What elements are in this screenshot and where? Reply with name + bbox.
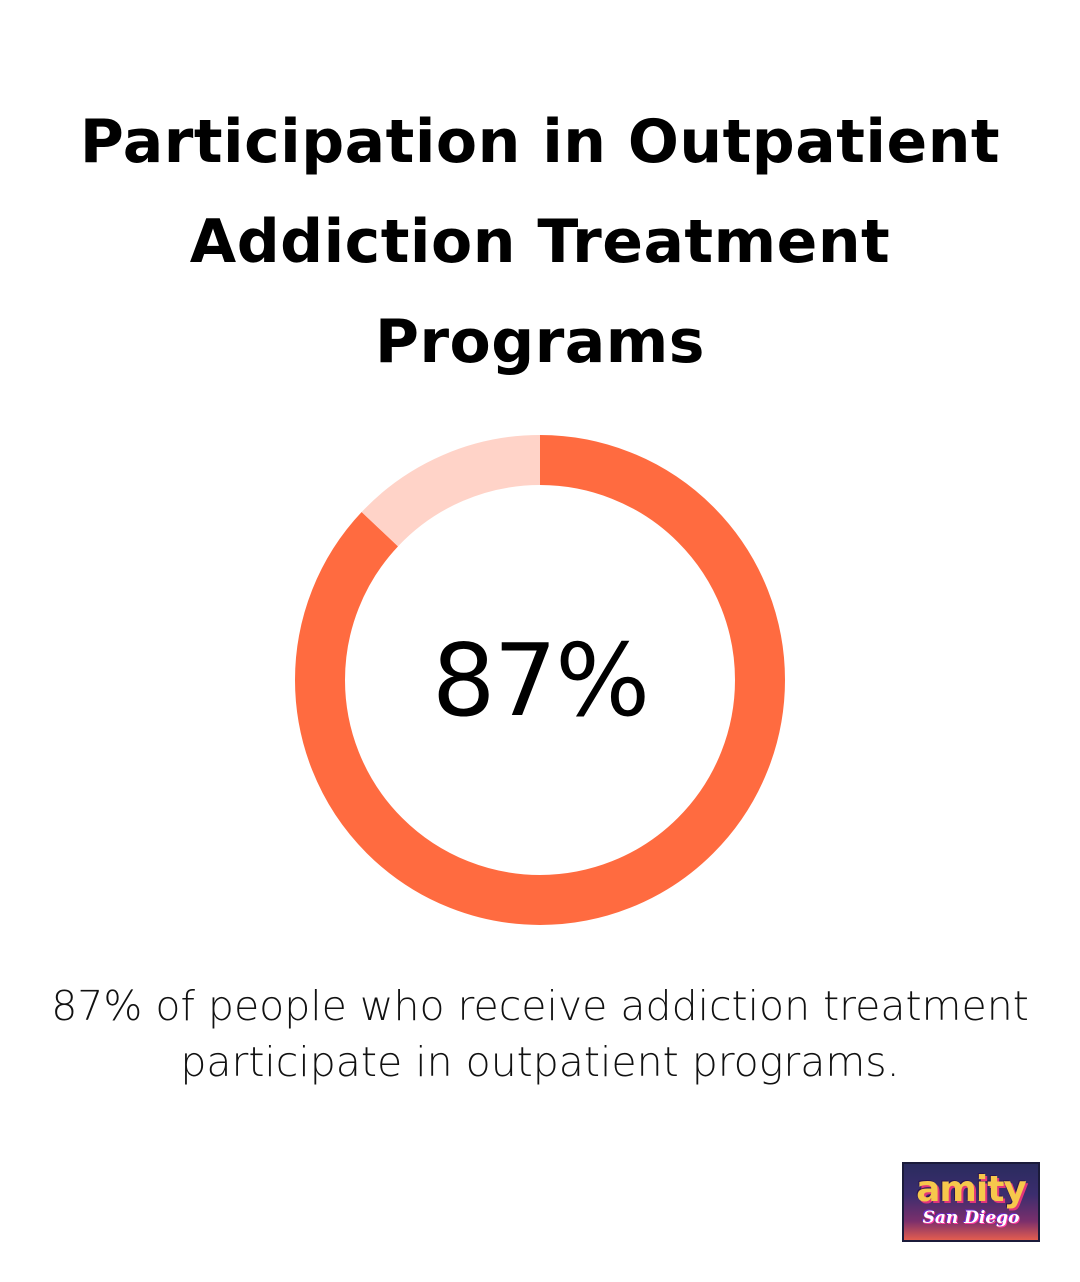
donut-svg <box>295 435 785 925</box>
amity-san-diego-logo: amity San Diego <box>902 1162 1040 1242</box>
center-percentage: 87% <box>431 621 650 739</box>
chart-caption: 87% of people who receive addiction trea… <box>51 982 1029 1086</box>
donut-slice-2 <box>295 435 785 925</box>
chart-title: Participation in Outpatient Addiction Tr… <box>79 107 1001 377</box>
donut-chart: 87% <box>290 430 790 930</box>
